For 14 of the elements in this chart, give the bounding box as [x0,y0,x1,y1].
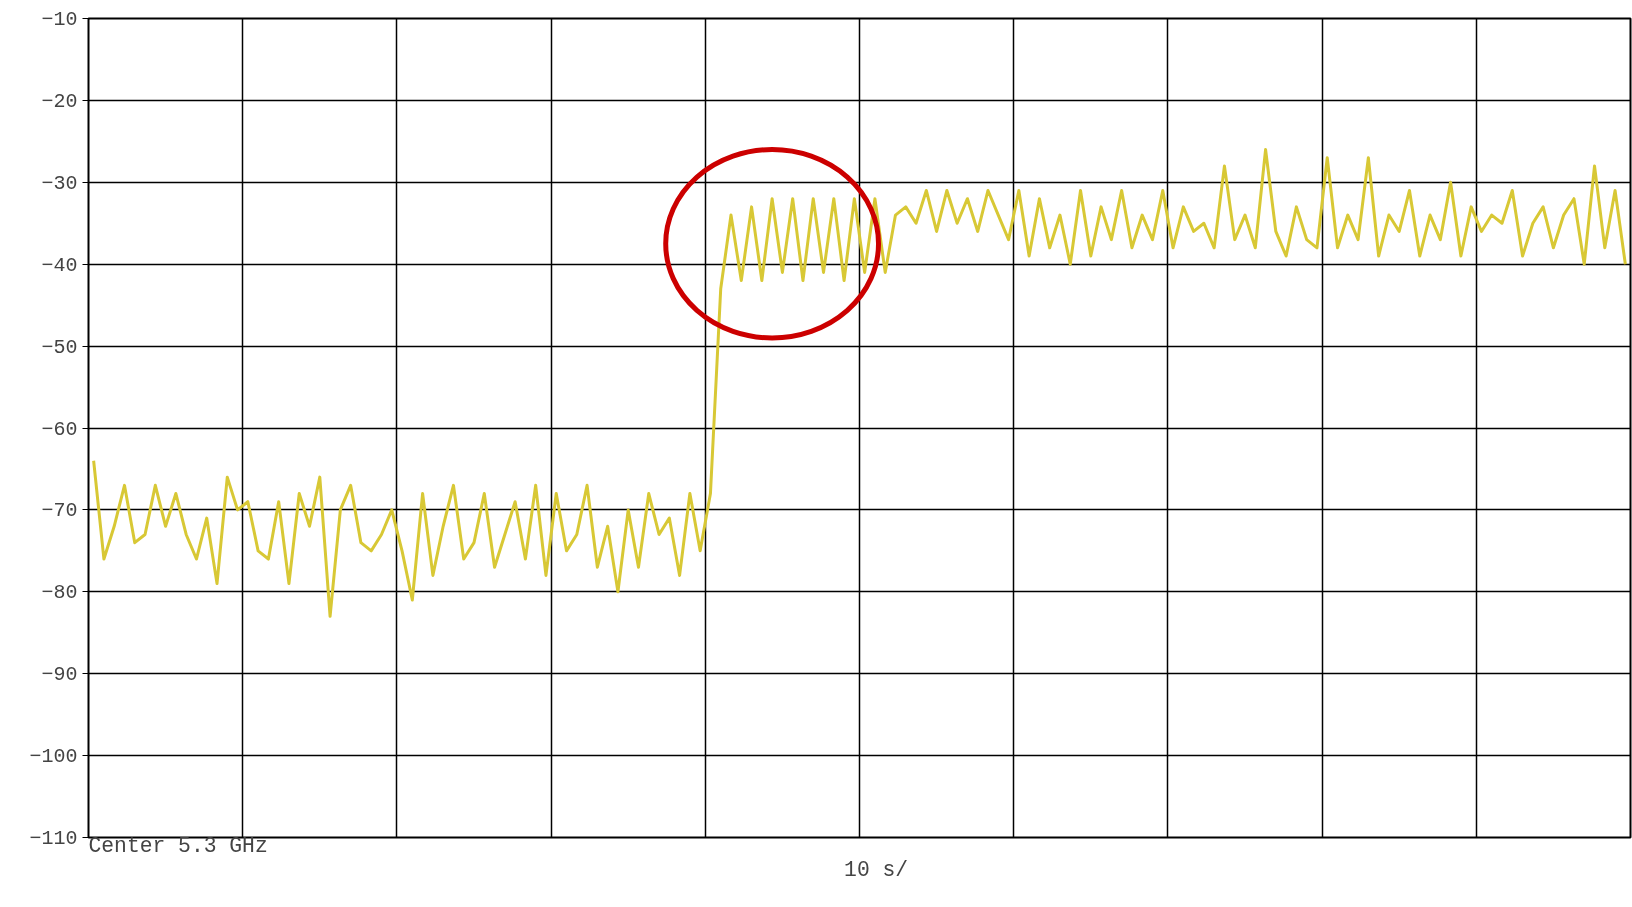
y-tick-label: −70 [41,499,78,523]
y-tick-label: −60 [41,417,78,441]
y-tick-label: −10 [41,8,78,31]
line-series [92,148,1627,618]
y-tick-label: −110 [29,827,78,850]
y-tick-label: −100 [29,745,78,769]
y-tick-label: −40 [41,253,78,277]
y-tick-label: −20 [41,89,78,113]
annotation: Center 5.3 GHz [88,833,268,858]
y-tick-label: −30 [41,171,78,195]
y-tick-label: −90 [41,663,78,687]
y-tick-label: −80 [41,581,78,605]
y-tick-label: −50 [41,335,78,359]
text: 10 s/ [844,857,909,882]
